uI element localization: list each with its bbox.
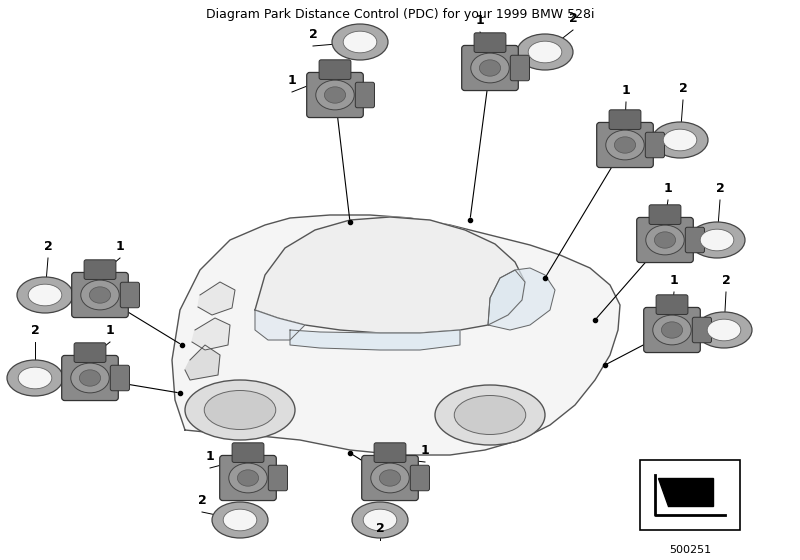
FancyBboxPatch shape	[319, 60, 351, 80]
Text: 1: 1	[116, 240, 124, 253]
Polygon shape	[290, 330, 460, 350]
FancyBboxPatch shape	[84, 260, 116, 279]
Ellipse shape	[517, 34, 573, 70]
Ellipse shape	[332, 24, 388, 60]
FancyBboxPatch shape	[120, 282, 139, 308]
Ellipse shape	[79, 370, 101, 386]
Ellipse shape	[689, 222, 745, 258]
FancyBboxPatch shape	[656, 295, 688, 315]
FancyBboxPatch shape	[646, 132, 665, 158]
Ellipse shape	[614, 137, 635, 153]
Ellipse shape	[212, 502, 268, 538]
Ellipse shape	[90, 287, 110, 303]
Text: 2: 2	[198, 493, 206, 506]
Ellipse shape	[18, 367, 52, 389]
Ellipse shape	[229, 463, 267, 493]
Ellipse shape	[352, 502, 408, 538]
FancyBboxPatch shape	[597, 123, 654, 167]
FancyBboxPatch shape	[692, 318, 711, 343]
Text: 2: 2	[722, 273, 730, 287]
Polygon shape	[192, 318, 230, 350]
Text: 2: 2	[716, 181, 724, 194]
Text: 1: 1	[622, 83, 630, 96]
Ellipse shape	[454, 395, 526, 435]
Text: 1: 1	[206, 450, 214, 463]
Polygon shape	[255, 217, 525, 333]
FancyBboxPatch shape	[637, 217, 694, 263]
Ellipse shape	[700, 229, 734, 251]
Text: 500251: 500251	[669, 545, 711, 555]
Ellipse shape	[379, 470, 401, 486]
Ellipse shape	[185, 380, 295, 440]
Text: 1: 1	[288, 73, 296, 86]
FancyBboxPatch shape	[355, 82, 374, 108]
FancyBboxPatch shape	[410, 465, 430, 491]
Ellipse shape	[646, 225, 684, 255]
FancyBboxPatch shape	[306, 72, 363, 118]
FancyBboxPatch shape	[374, 443, 406, 463]
FancyBboxPatch shape	[268, 465, 287, 491]
Ellipse shape	[707, 319, 741, 341]
Text: 2: 2	[44, 240, 52, 253]
Text: Diagram Park Distance Control (PDC) for your 1999 BMW 528i: Diagram Park Distance Control (PDC) for …	[206, 8, 594, 21]
Ellipse shape	[470, 53, 510, 83]
FancyBboxPatch shape	[686, 227, 705, 253]
Polygon shape	[488, 270, 525, 325]
Ellipse shape	[653, 315, 691, 345]
FancyBboxPatch shape	[510, 55, 530, 81]
Text: 1: 1	[664, 181, 672, 194]
FancyBboxPatch shape	[110, 365, 130, 391]
Bar	[640, 460, 740, 530]
Ellipse shape	[7, 360, 63, 396]
Ellipse shape	[435, 385, 545, 445]
FancyBboxPatch shape	[62, 356, 118, 400]
Polygon shape	[255, 310, 305, 340]
Text: 1: 1	[476, 13, 484, 26]
Text: 2: 2	[678, 82, 687, 95]
Ellipse shape	[363, 509, 397, 531]
Ellipse shape	[528, 41, 562, 63]
FancyBboxPatch shape	[644, 307, 700, 353]
FancyBboxPatch shape	[232, 443, 264, 463]
Polygon shape	[185, 345, 220, 380]
Ellipse shape	[238, 470, 258, 486]
Ellipse shape	[28, 284, 62, 306]
Polygon shape	[658, 478, 713, 506]
Ellipse shape	[696, 312, 752, 348]
Ellipse shape	[81, 280, 119, 310]
Ellipse shape	[17, 277, 73, 313]
Ellipse shape	[654, 232, 675, 248]
Text: 2: 2	[30, 324, 39, 337]
Ellipse shape	[316, 80, 354, 110]
Text: 1: 1	[421, 444, 430, 456]
Ellipse shape	[606, 130, 644, 160]
Ellipse shape	[663, 129, 697, 151]
FancyBboxPatch shape	[72, 273, 128, 318]
FancyBboxPatch shape	[649, 205, 681, 225]
Ellipse shape	[343, 31, 377, 53]
Text: 2: 2	[309, 27, 318, 40]
Text: 1: 1	[670, 273, 678, 287]
Text: 2: 2	[569, 12, 578, 25]
Ellipse shape	[70, 363, 110, 393]
Polygon shape	[172, 215, 620, 455]
Polygon shape	[488, 268, 555, 330]
Ellipse shape	[652, 122, 708, 158]
FancyBboxPatch shape	[462, 45, 518, 91]
FancyBboxPatch shape	[362, 455, 418, 501]
FancyBboxPatch shape	[74, 343, 106, 362]
Ellipse shape	[325, 87, 346, 103]
Text: 2: 2	[376, 521, 384, 534]
Text: 1: 1	[106, 324, 114, 337]
FancyBboxPatch shape	[220, 455, 276, 501]
FancyBboxPatch shape	[474, 33, 506, 53]
Ellipse shape	[223, 509, 257, 531]
Ellipse shape	[479, 60, 501, 76]
Ellipse shape	[662, 322, 682, 338]
FancyBboxPatch shape	[609, 110, 641, 129]
Ellipse shape	[204, 390, 276, 430]
Polygon shape	[198, 282, 235, 315]
Ellipse shape	[370, 463, 410, 493]
